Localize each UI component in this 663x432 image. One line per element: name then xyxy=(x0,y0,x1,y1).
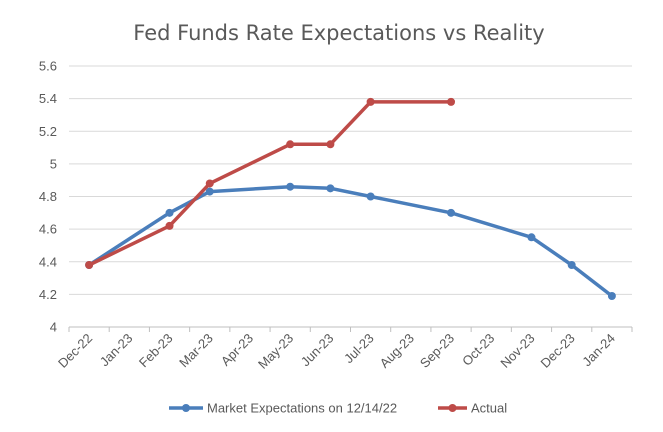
x-tick-label: Aug-23 xyxy=(377,331,417,371)
x-tick-label: May-23 xyxy=(255,331,296,372)
x-tick-label: Sep-23 xyxy=(417,331,457,371)
x-tick-label: Nov-23 xyxy=(497,331,537,371)
data-point xyxy=(447,208,456,217)
data-point xyxy=(326,140,335,149)
data-point xyxy=(286,140,295,149)
legend-swatch-marker xyxy=(182,404,190,412)
y-tick-label: 4.8 xyxy=(39,189,57,204)
legend-item: Market Expectations on 12/14/22 xyxy=(169,401,397,416)
x-tick-label: Jan-24 xyxy=(579,331,618,370)
y-tick-label: 4 xyxy=(50,320,57,335)
x-tick-label: Mar-23 xyxy=(176,331,216,371)
data-point xyxy=(527,233,536,242)
series-market-expectations xyxy=(85,182,616,301)
legend: Market Expectations on 12/14/22 Actual xyxy=(169,401,507,416)
y-tick-label: 4.2 xyxy=(39,287,57,302)
x-tick-label: Jul-23 xyxy=(341,331,377,367)
data-point xyxy=(165,208,174,217)
data-point xyxy=(165,221,174,230)
legend-label: Market Expectations on 12/14/22 xyxy=(207,401,397,416)
data-point xyxy=(366,97,375,106)
data-point xyxy=(205,187,214,196)
grid xyxy=(68,65,633,332)
y-axis-ticks: 4 4.2 4.4 4.6 4.8 5 5.2 5.4 5.6 xyxy=(39,59,57,335)
series-layer xyxy=(85,97,616,301)
y-tick-label: 5.4 xyxy=(39,91,57,106)
y-tick-label: 5.2 xyxy=(39,124,57,139)
x-tick-label: Dec-22 xyxy=(55,331,95,371)
data-point xyxy=(567,261,576,270)
y-tick-label: 4.6 xyxy=(39,222,57,237)
x-tick-label: Jun-23 xyxy=(298,331,337,370)
data-point xyxy=(607,292,616,301)
data-point xyxy=(205,179,214,188)
x-tick-label: Oct-23 xyxy=(459,331,497,369)
chart-title: Fed Funds Rate Expectations vs Reality xyxy=(133,21,544,45)
series-actual xyxy=(85,97,456,270)
y-tick-label: 5 xyxy=(50,156,57,171)
x-tick-label: Feb-23 xyxy=(136,331,176,371)
y-tick-label: 5.6 xyxy=(39,59,57,74)
data-point xyxy=(326,184,335,193)
y-tick-label: 4.4 xyxy=(39,254,57,269)
series-line xyxy=(87,184,614,298)
x-tick-label: Jan-23 xyxy=(97,331,136,370)
data-point xyxy=(85,261,94,270)
series-line xyxy=(87,100,453,267)
x-tick-label: Apr-23 xyxy=(218,331,256,369)
x-tick-label: Dec-23 xyxy=(538,331,578,371)
data-point xyxy=(447,97,456,106)
data-point xyxy=(366,192,375,201)
data-point xyxy=(286,182,295,191)
legend-label: Actual xyxy=(471,401,507,416)
legend-item: Actual xyxy=(438,401,507,416)
legend-swatch-marker xyxy=(448,404,457,412)
